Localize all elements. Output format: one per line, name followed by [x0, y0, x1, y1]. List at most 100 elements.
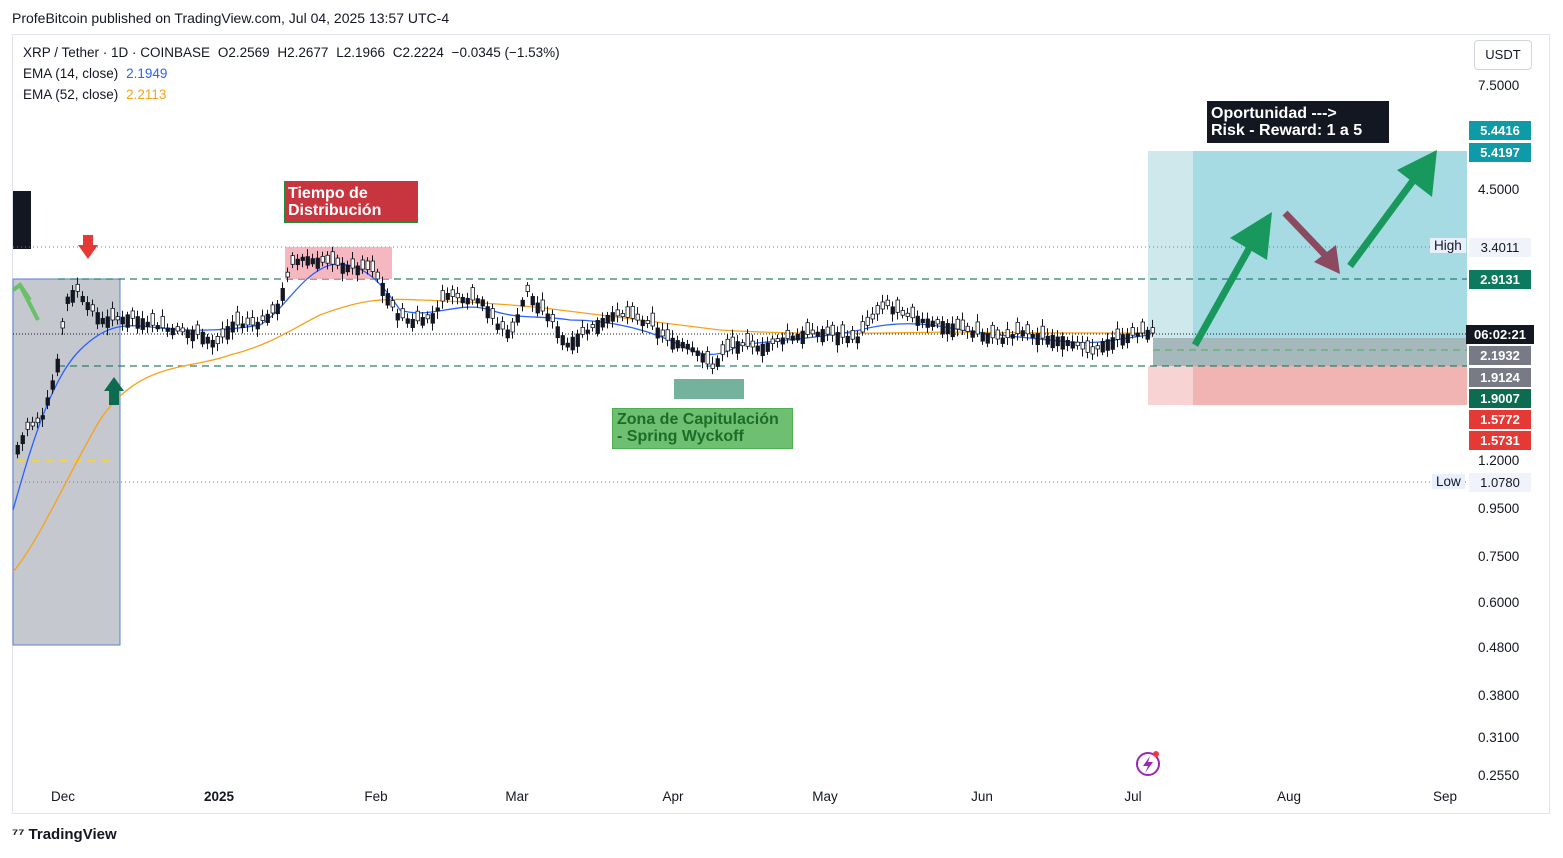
pullback-arrow-icon: [1282, 210, 1340, 274]
candle-body: [320, 256, 325, 263]
green-arrow-icon-2: [1347, 150, 1437, 269]
candle-body: [490, 308, 495, 319]
ema52-line: [12, 298, 1151, 573]
candle-body: [980, 332, 985, 342]
capitulation-zone: [674, 379, 744, 399]
candle-body: [955, 318, 960, 330]
candle-body: [840, 324, 845, 338]
opportunity-label: Oportunidad ---> Risk - Reward: 1 a 5: [1207, 101, 1389, 143]
candle-body: [385, 293, 390, 306]
candle-body: [105, 316, 110, 328]
candle-body: [750, 340, 755, 348]
candle-body: [1050, 335, 1055, 349]
candle-body: [290, 255, 295, 265]
candle-body: [240, 323, 245, 329]
candle-body: [800, 330, 805, 345]
candle-body: [1085, 340, 1090, 353]
candle-body: [655, 327, 660, 339]
candle-body: [560, 335, 565, 346]
candle-body: [30, 421, 35, 427]
candle-body: [1140, 321, 1145, 334]
candle-body: [150, 313, 155, 326]
green-arrow-icon-1: [1191, 212, 1272, 347]
candle-body: [975, 321, 980, 335]
candle-body: [50, 380, 55, 390]
candle-body: [645, 320, 650, 324]
candle-body: [410, 318, 415, 328]
candle-body: [515, 314, 520, 323]
candle-body: [370, 260, 375, 272]
x-tick: Dec: [50, 789, 76, 804]
ohlc-low: L2.1966: [336, 45, 386, 60]
symbol-legend[interactable]: XRP / Tether · 1D · COINBASE O2.2569 H2.…: [23, 45, 564, 60]
candle-body: [965, 325, 970, 332]
candle-body: [580, 326, 585, 335]
candle-body: [1010, 334, 1015, 339]
candle-body: [145, 321, 150, 328]
candle-body: [875, 305, 880, 315]
candle-body: [415, 310, 420, 322]
candle-body: [1045, 335, 1050, 345]
candle-body: [825, 326, 830, 335]
candle-body: [1005, 329, 1010, 339]
candle-body: [565, 342, 570, 348]
candle-body: [690, 347, 695, 353]
y-tick: 0.7500: [1478, 549, 1520, 564]
candle-body: [795, 333, 800, 341]
candle-body: [160, 316, 165, 329]
candle-body: [590, 324, 595, 329]
candle-body: [215, 336, 220, 345]
candle-body: [180, 327, 185, 333]
candle-body: [740, 342, 745, 347]
ema52-legend[interactable]: EMA (52, close) 2.2113: [23, 87, 170, 102]
candle-body: [735, 341, 740, 354]
candle-body: [405, 318, 410, 324]
x-tick: Jul: [1124, 789, 1142, 804]
tradingview-logo[interactable]: ⁷⁷ TradingView: [12, 826, 117, 843]
reward-zone-light: [1148, 151, 1193, 338]
down-arrow-icon: [78, 235, 98, 259]
candle-body: [425, 314, 430, 320]
candle-body: [1030, 333, 1035, 338]
candle-body: [555, 326, 560, 339]
candle-body: [95, 312, 100, 325]
currency-button[interactable]: USDT: [1474, 40, 1532, 70]
price-tag-support-2: 1.9007: [1469, 389, 1531, 408]
candle-body: [90, 304, 95, 312]
candle-body: [755, 345, 760, 352]
candle-body: [830, 324, 835, 336]
candle-body: [70, 290, 75, 303]
candle-body: [400, 308, 405, 319]
candle-body: [375, 271, 380, 280]
y-tick: 4.5000: [1478, 182, 1520, 197]
candle-body: [940, 321, 945, 335]
candle-body: [920, 318, 925, 324]
entry-zone: [1153, 338, 1467, 366]
candle-body: [775, 338, 780, 343]
candle-body: [760, 343, 765, 357]
candle-body: [505, 329, 510, 339]
candle-body: [585, 329, 590, 334]
candle-body: [1080, 341, 1085, 350]
candle-body: [75, 283, 80, 292]
candle-body: [360, 259, 365, 270]
candle-body: [990, 324, 995, 339]
symbol-title[interactable]: XRP / Tether · 1D · COINBASE: [23, 45, 211, 60]
candle-body: [745, 333, 750, 347]
candle-body: [100, 317, 105, 325]
ema14-legend[interactable]: EMA (14, close) 2.1949: [23, 66, 171, 81]
ema52-value: 2.2113: [126, 87, 167, 102]
candle-body: [545, 313, 550, 322]
candle-body: [530, 296, 535, 306]
candle-body: [675, 340, 680, 349]
candle-body: [535, 302, 540, 314]
candle-body: [325, 254, 330, 264]
ohlc-close: C2.2224: [392, 45, 444, 60]
candle-body: [570, 336, 575, 351]
candle-body: [355, 265, 360, 276]
x-tick: 2025: [203, 789, 235, 804]
price-tag-countdown: 06:02:21: [1466, 325, 1534, 344]
low-label: Low: [1432, 474, 1465, 489]
candle-body: [380, 282, 385, 296]
